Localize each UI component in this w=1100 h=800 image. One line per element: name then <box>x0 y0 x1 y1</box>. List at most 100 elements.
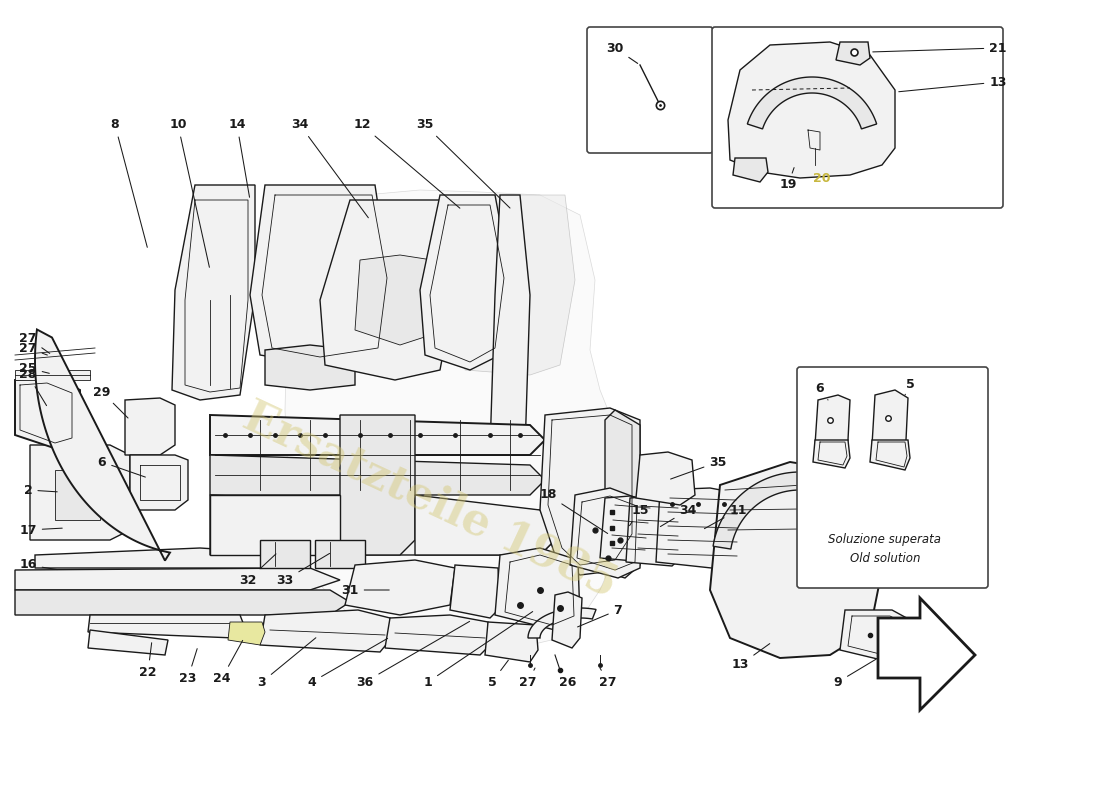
Text: 28: 28 <box>20 369 46 406</box>
Text: 3: 3 <box>257 638 316 689</box>
FancyBboxPatch shape <box>798 367 988 588</box>
Text: Ersatzteile 1985: Ersatzteile 1985 <box>236 394 624 606</box>
Polygon shape <box>210 415 544 455</box>
Polygon shape <box>345 560 455 615</box>
Polygon shape <box>88 630 168 655</box>
Polygon shape <box>355 255 446 345</box>
Polygon shape <box>713 472 887 549</box>
Text: 2: 2 <box>23 483 57 497</box>
Text: 13: 13 <box>732 644 770 671</box>
Polygon shape <box>210 495 340 555</box>
Text: 35: 35 <box>416 118 510 208</box>
Polygon shape <box>320 200 455 380</box>
Polygon shape <box>528 608 596 638</box>
Text: 27: 27 <box>519 668 537 689</box>
Text: 11: 11 <box>704 503 747 529</box>
Polygon shape <box>420 195 510 370</box>
Polygon shape <box>872 390 908 462</box>
Polygon shape <box>570 488 642 578</box>
Text: 35: 35 <box>671 455 727 479</box>
Polygon shape <box>125 398 175 455</box>
Polygon shape <box>30 445 130 540</box>
Text: 14: 14 <box>229 118 250 198</box>
Text: 25: 25 <box>20 362 50 374</box>
Text: 20: 20 <box>813 171 830 185</box>
Text: 6: 6 <box>98 455 145 477</box>
Polygon shape <box>813 440 850 468</box>
Text: Soluzione superata: Soluzione superata <box>828 534 942 546</box>
Text: 15: 15 <box>629 503 649 526</box>
Polygon shape <box>340 415 415 555</box>
Polygon shape <box>656 488 745 570</box>
Text: 36: 36 <box>356 622 470 689</box>
FancyBboxPatch shape <box>712 27 1003 208</box>
Polygon shape <box>35 330 170 561</box>
Polygon shape <box>315 540 365 568</box>
Text: 12: 12 <box>353 118 460 208</box>
Text: 22: 22 <box>140 642 156 678</box>
Polygon shape <box>626 496 685 566</box>
Text: 23: 23 <box>179 649 197 685</box>
Polygon shape <box>250 185 390 365</box>
Polygon shape <box>210 495 556 555</box>
Polygon shape <box>840 610 914 662</box>
Text: 26: 26 <box>559 670 576 689</box>
Polygon shape <box>265 345 355 390</box>
Text: 10: 10 <box>169 118 209 267</box>
Polygon shape <box>733 158 768 182</box>
Polygon shape <box>260 610 390 652</box>
Polygon shape <box>285 190 618 645</box>
Text: 5: 5 <box>905 378 914 395</box>
Text: 13: 13 <box>899 75 1006 92</box>
Text: 9: 9 <box>834 659 876 689</box>
Text: 24: 24 <box>213 641 243 685</box>
Polygon shape <box>450 565 500 618</box>
Text: 27: 27 <box>600 668 617 689</box>
Polygon shape <box>210 455 544 495</box>
Polygon shape <box>15 568 340 590</box>
Polygon shape <box>55 470 100 520</box>
Text: 17: 17 <box>20 523 63 537</box>
Text: 34: 34 <box>292 118 368 218</box>
Polygon shape <box>710 462 880 658</box>
Text: 5: 5 <box>487 660 508 689</box>
Text: 27: 27 <box>20 331 50 354</box>
Text: 6: 6 <box>816 382 828 400</box>
Polygon shape <box>172 185 255 400</box>
Polygon shape <box>490 195 530 455</box>
Text: 21: 21 <box>872 42 1006 54</box>
Text: 4: 4 <box>308 638 387 689</box>
Polygon shape <box>495 548 580 630</box>
Polygon shape <box>815 395 850 460</box>
Text: 7: 7 <box>578 603 623 627</box>
Polygon shape <box>130 455 188 510</box>
Polygon shape <box>88 615 245 638</box>
Polygon shape <box>870 440 910 470</box>
Polygon shape <box>605 410 640 578</box>
Polygon shape <box>600 496 660 562</box>
Polygon shape <box>15 370 90 380</box>
Polygon shape <box>35 548 310 568</box>
Text: 27: 27 <box>20 342 47 355</box>
Polygon shape <box>540 408 640 575</box>
Polygon shape <box>552 592 582 648</box>
Text: 19: 19 <box>779 168 796 191</box>
Polygon shape <box>728 42 895 178</box>
Polygon shape <box>228 622 265 645</box>
Polygon shape <box>636 452 695 505</box>
Text: 16: 16 <box>20 558 57 571</box>
Polygon shape <box>15 378 80 450</box>
Polygon shape <box>747 77 877 129</box>
FancyBboxPatch shape <box>587 27 713 153</box>
Text: 32: 32 <box>240 554 276 586</box>
Text: 33: 33 <box>276 554 330 586</box>
Polygon shape <box>385 615 490 655</box>
Text: 34: 34 <box>660 503 696 526</box>
Polygon shape <box>485 622 538 662</box>
Text: 30: 30 <box>606 42 638 63</box>
Text: 1: 1 <box>424 611 532 689</box>
Polygon shape <box>878 598 975 710</box>
Text: 31: 31 <box>341 583 389 597</box>
Polygon shape <box>260 540 310 568</box>
Polygon shape <box>415 495 556 555</box>
